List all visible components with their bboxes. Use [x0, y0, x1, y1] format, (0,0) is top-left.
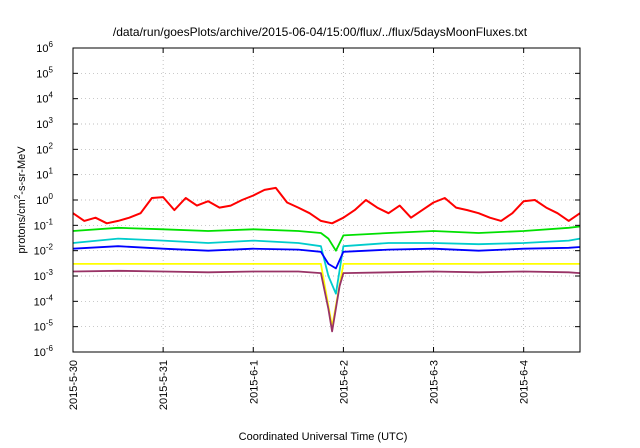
y-ticks: 10-6 10-5 10-4 10-3 10-2 10-1 100 101 102 103 104 1… [34, 40, 580, 359]
grid [72, 48, 580, 352]
y-tick-label: 103 [36, 116, 53, 131]
x-tick-label: 2015-6-3 [429, 360, 441, 404]
series-line-3 [72, 245, 581, 270]
y-tick-label: 104 [36, 91, 53, 106]
y-axis-label-pre: protons/cm [16, 199, 28, 253]
series-group [72, 186, 581, 333]
series-line-1 [72, 225, 581, 252]
y-tick-label: 105 [36, 65, 53, 80]
y-tick-label: 100 [36, 192, 53, 207]
series-line-0 [72, 186, 581, 225]
x-tick-label: 2015-6-1 [248, 360, 260, 404]
x-axis-label: Coordinated Universal Time (UTC) [239, 431, 408, 443]
y-axis-label: protons/cm2-s-sr-MeV [13, 146, 28, 254]
y-tick-label: 101 [36, 167, 53, 182]
y-tick-label: 10-5 [34, 319, 54, 334]
chart-title: /data/run/goesPlots/archive/2015-06-04/1… [113, 25, 528, 39]
series-line-5 [72, 269, 581, 333]
x-tick-label: 2015-5-31 [158, 360, 170, 410]
x-tick-label: 2015-5-30 [68, 360, 80, 410]
y-tick-label: 10-2 [34, 243, 54, 258]
series-line-4 [73, 262, 580, 328]
y-tick-label: 10-1 [34, 217, 54, 232]
y-tick-label: 102 [36, 141, 53, 156]
y-tick-label: 10-3 [34, 268, 54, 283]
x-ticks: 2015-5-30 2015-5-31 2015-6-1 2015-6-2 2015-6… [68, 48, 531, 410]
x-tick-label: 2015-6-4 [519, 360, 531, 404]
y-tick-label: 106 [36, 40, 53, 55]
y-axis-label-post: -s-sr-MeV [16, 146, 28, 195]
y-tick-label: 10-6 [34, 344, 54, 359]
x-tick-label: 2015-6-2 [338, 360, 350, 404]
y-tick-label: 10-4 [34, 293, 54, 308]
series-line-2 [72, 237, 581, 295]
y-axis-label-sup: 2 [13, 194, 22, 199]
